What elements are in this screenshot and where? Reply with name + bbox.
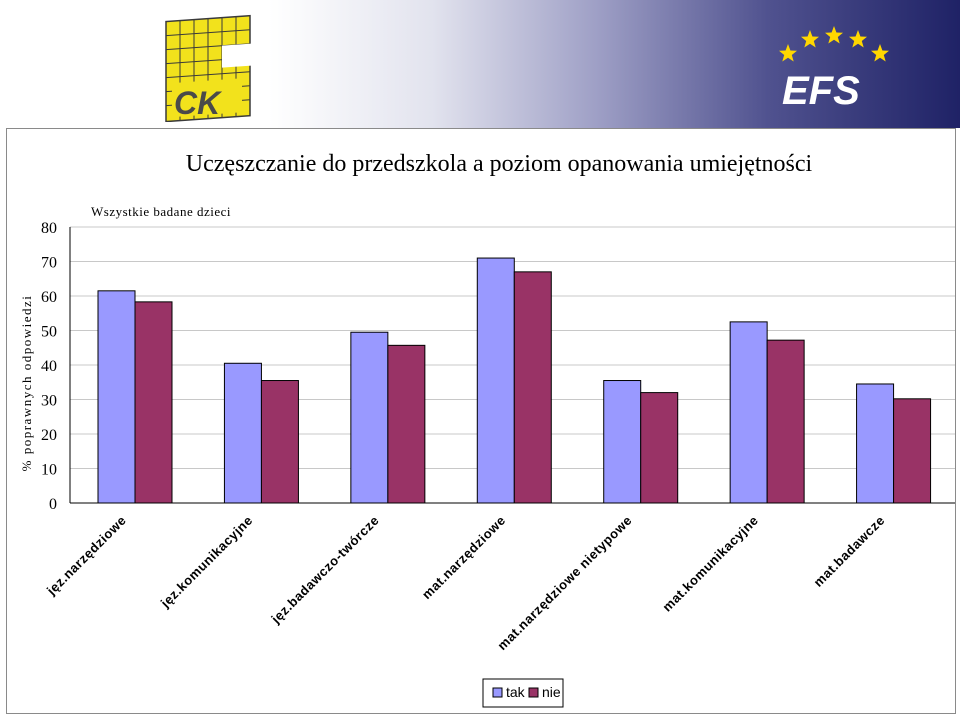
chart: Uczęszczanie do przedszkola a poziom opa… — [19, 151, 955, 708]
x-ticks: jęz.narzędziowe jęz.komunikacyjne jęz.bada… — [43, 513, 888, 654]
bar-tak — [729, 321, 768, 504]
bar-nie — [387, 344, 426, 504]
chart-subtitle: Wszystkie badane dzieci — [91, 204, 231, 219]
legend-label: nie — [542, 684, 561, 700]
bars — [97, 257, 932, 504]
legend-swatch — [492, 687, 503, 698]
bar-tak — [603, 380, 642, 504]
bar-nie — [893, 398, 932, 504]
ck-logo-text: CK — [174, 85, 223, 121]
y-tick-label: 50 — [41, 324, 57, 341]
bar-nie — [134, 301, 173, 504]
y-tick-label: 40 — [41, 358, 57, 375]
y-tick-label: 0 — [49, 496, 57, 513]
y-tick-label: 60 — [41, 289, 57, 306]
x-tick-label: mat.komunikacyjne — [659, 513, 761, 615]
bar-tak — [350, 331, 389, 504]
y-tick-label: 80 — [41, 220, 57, 237]
x-tick-label: jęz.narzędziowe — [43, 513, 129, 599]
y-tick-label: 30 — [41, 393, 57, 410]
ck-logo-icon: CK — [165, 14, 260, 122]
chart-title: Uczęszczanie do przedszkola a poziom opa… — [186, 151, 813, 177]
bar-nie — [513, 271, 552, 504]
bar-nie — [766, 339, 805, 504]
x-tick-label: jęz.badawczo-twórcze — [268, 513, 382, 627]
bar-nie — [640, 392, 679, 504]
legend: tak nie — [482, 678, 564, 708]
bar-nie — [260, 380, 299, 504]
x-tick-label: jęz.komunikacyjne — [157, 513, 256, 612]
legend-swatch — [528, 687, 539, 698]
x-tick-label: mat.narzędziowe nietypowe — [494, 513, 635, 654]
chart-frame: Uczęszczanie do przedszkola a poziom opa… — [6, 128, 956, 714]
efs-logo-text: EFS — [782, 69, 860, 112]
header-band — [0, 0, 960, 128]
y-tick-label: 10 — [41, 462, 57, 479]
x-tick-label: mat.narzędziowe — [419, 513, 508, 602]
y-ticks: 0 10 20 30 40 50 60 70 80 — [41, 220, 57, 513]
bar-tak — [97, 290, 136, 504]
bar-tak — [223, 362, 262, 504]
efs-logo-icon: EFS — [779, 26, 889, 112]
bar-tak — [476, 257, 515, 504]
y-axis-label: % poprawnych odpowiedzi — [19, 295, 34, 472]
legend-label: tak — [506, 684, 526, 700]
x-tick-label: mat.badawcze — [811, 513, 888, 590]
bar-tak — [856, 383, 895, 504]
y-tick-label: 20 — [41, 427, 57, 444]
y-tick-label: 70 — [41, 255, 57, 272]
